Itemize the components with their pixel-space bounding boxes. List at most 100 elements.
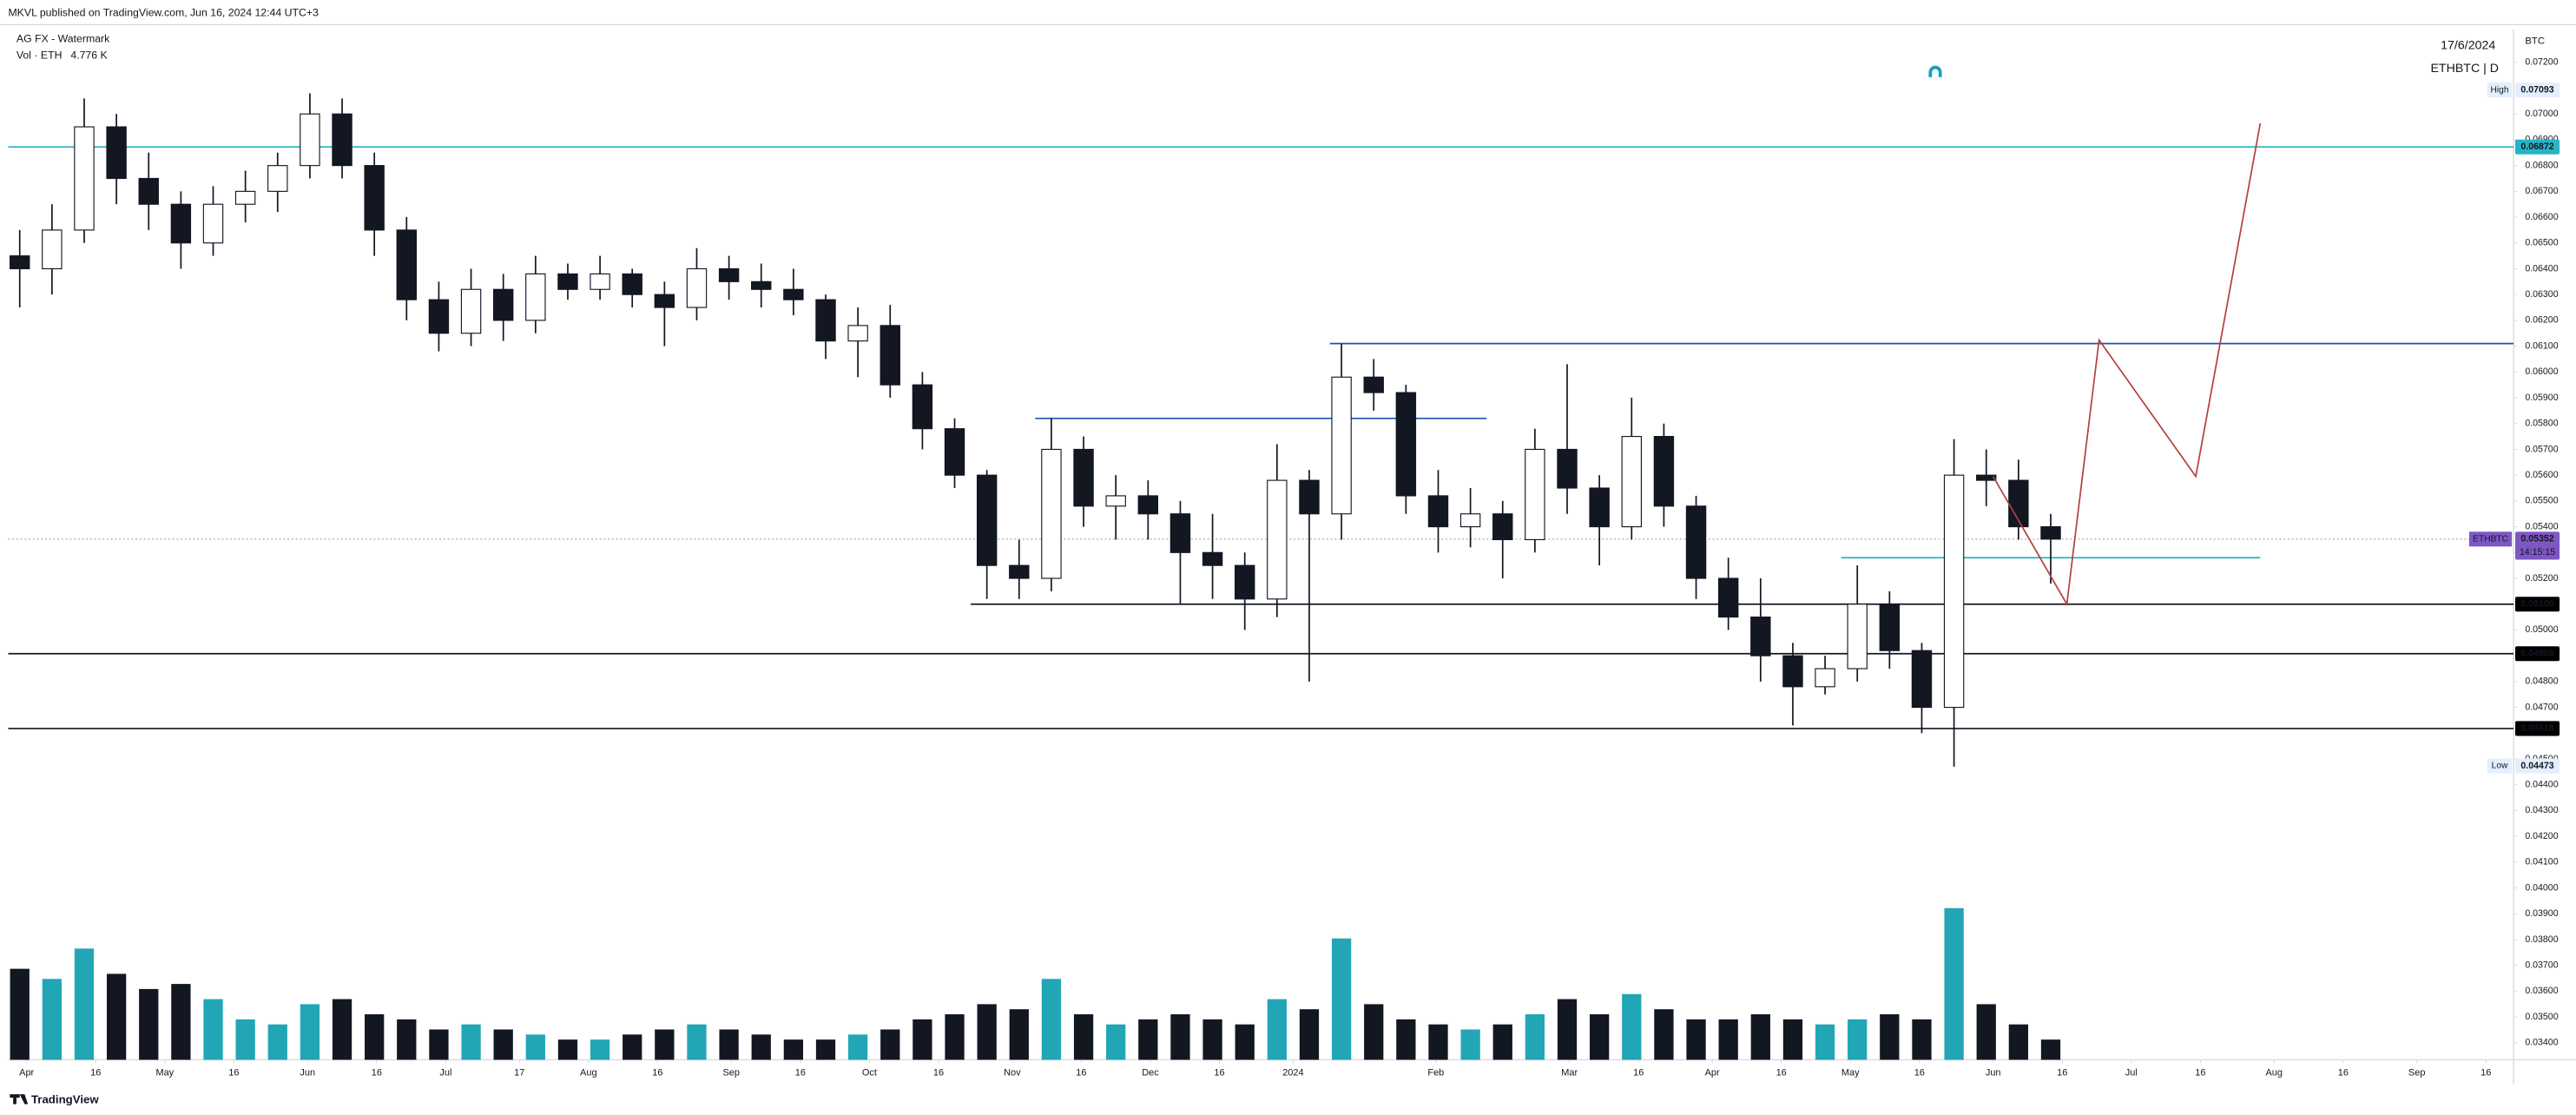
x-tick-label: Sep [722, 1067, 740, 1078]
indicator-label: AG FX - Watermark [16, 33, 110, 45]
volume-bar [203, 999, 223, 1060]
volume-bar [2040, 1039, 2061, 1060]
current-price-box [2514, 531, 2560, 560]
y-tick-label: 0.05000 [2525, 624, 2558, 635]
y-tick-label: 0.06900 [2525, 135, 2558, 145]
candle-body [783, 288, 804, 300]
x-tick-label: May [155, 1067, 174, 1078]
volume-bar [10, 968, 30, 1060]
x-tick-label: Aug [580, 1067, 597, 1078]
volume-bar [1170, 1014, 1190, 1060]
x-tick-label: Jun [1986, 1067, 2001, 1078]
y-tick-label: 0.05500 [2525, 496, 2558, 506]
candle-body [202, 203, 224, 244]
price-label: 0.04618 [2520, 723, 2553, 734]
candle-body [1427, 495, 1449, 528]
x-tick-label: 16 [1076, 1067, 1086, 1078]
candle-body [525, 273, 546, 321]
x-tick-label: Mar [1561, 1067, 1578, 1078]
candle-body [1782, 655, 1803, 688]
candle-body [880, 325, 900, 386]
candle-body [1653, 436, 1675, 507]
x-tick-label: 17 [514, 1067, 524, 1078]
candle-body [1750, 617, 1771, 656]
volume-bar [1009, 1009, 1029, 1060]
x-tick-label: 16 [1214, 1067, 1224, 1078]
price-label-box [2514, 758, 2560, 774]
x-tick-label: 16 [2195, 1067, 2205, 1078]
volume-bar [912, 1019, 932, 1060]
x-tick-label: Nov [1004, 1067, 1021, 1078]
volume-bar [1622, 993, 1642, 1060]
y-tick-label: 0.03900 [2525, 908, 2558, 919]
volume-bar [1396, 1019, 1416, 1060]
x-tick-label: Aug [2265, 1067, 2283, 1078]
y-tick-label: 0.03700 [2525, 960, 2558, 970]
volume-bar [655, 1029, 675, 1060]
price-label: 0.04473 [2520, 761, 2553, 771]
volume-bar [1138, 1019, 1158, 1060]
x-tick-label: 16 [90, 1067, 101, 1078]
x-tick-label: 16 [652, 1067, 662, 1078]
x-tick-label: 16 [2338, 1067, 2349, 1078]
volume-bar [1750, 1014, 1770, 1060]
y-tick-label: 0.07200 [2525, 57, 2558, 68]
price-label: 0.05100 [2520, 599, 2553, 610]
volume-bar [590, 1039, 610, 1060]
x-tick-label: 16 [2057, 1067, 2067, 1078]
price-label-box [2514, 721, 2560, 736]
volume-bar [139, 988, 159, 1060]
candle-body [396, 229, 418, 300]
volume-bar [429, 1029, 449, 1060]
candle-body [170, 203, 192, 244]
candle-body [686, 267, 708, 308]
candle-body [1815, 668, 1835, 688]
current-price-label: 0.05352 [2520, 534, 2553, 544]
x-tick-label: 16 [228, 1067, 239, 1078]
y-tick-label: 0.04100 [2525, 857, 2558, 868]
volume-bar [1848, 1019, 1868, 1060]
x-tick-label: 16 [2480, 1067, 2491, 1078]
volume-bar [1782, 1019, 1803, 1060]
candle-body [428, 299, 450, 334]
candle-body [2040, 526, 2061, 540]
candle-body [976, 474, 998, 566]
candle-body [332, 113, 352, 167]
x-tick-label: Jul [439, 1067, 451, 1078]
volume-bar [1815, 1024, 1835, 1060]
candle-body [622, 273, 642, 295]
volume-bar [74, 948, 95, 1060]
volume-bar [945, 1014, 965, 1060]
volume-bar [1299, 1009, 1320, 1060]
volume-bar [1331, 938, 1352, 1060]
volume-bar [847, 1034, 868, 1060]
price-label: 0.07093 [2520, 84, 2553, 95]
x-tick-label: 16 [372, 1067, 382, 1078]
volume-bar [1460, 1029, 1480, 1060]
y-tick-label: 0.06000 [2525, 366, 2558, 377]
volume-bar [2008, 1024, 2029, 1060]
candle-body [74, 126, 95, 231]
y-tick-label: 0.05900 [2525, 393, 2558, 403]
candle-body [1911, 650, 1933, 709]
volume-label: Vol · ETH [16, 49, 63, 62]
candle-body [1105, 495, 1126, 507]
volume-bar [1976, 1004, 1996, 1060]
volume-value: 4.776 K [70, 49, 108, 62]
price-tag: Low [2492, 762, 2508, 771]
y-tick-label: 0.03800 [2525, 934, 2558, 945]
volume-bar [1525, 1014, 1545, 1060]
y-tick-label: 0.04300 [2525, 805, 2558, 815]
volume-bar [1235, 1024, 1255, 1060]
candle-body [654, 294, 675, 308]
volume-bar [1041, 979, 1062, 1060]
y-tick-label: 0.03500 [2525, 1012, 2558, 1022]
candle-body [106, 126, 127, 180]
price-label: 0.04908 [2520, 649, 2553, 659]
candle-body [1525, 448, 1545, 541]
brand: TradingView [31, 1092, 99, 1105]
x-tick-label: May [1841, 1067, 1860, 1078]
x-tick-label: Feb [1427, 1067, 1444, 1078]
y-tick-label: 0.07000 [2525, 109, 2558, 119]
